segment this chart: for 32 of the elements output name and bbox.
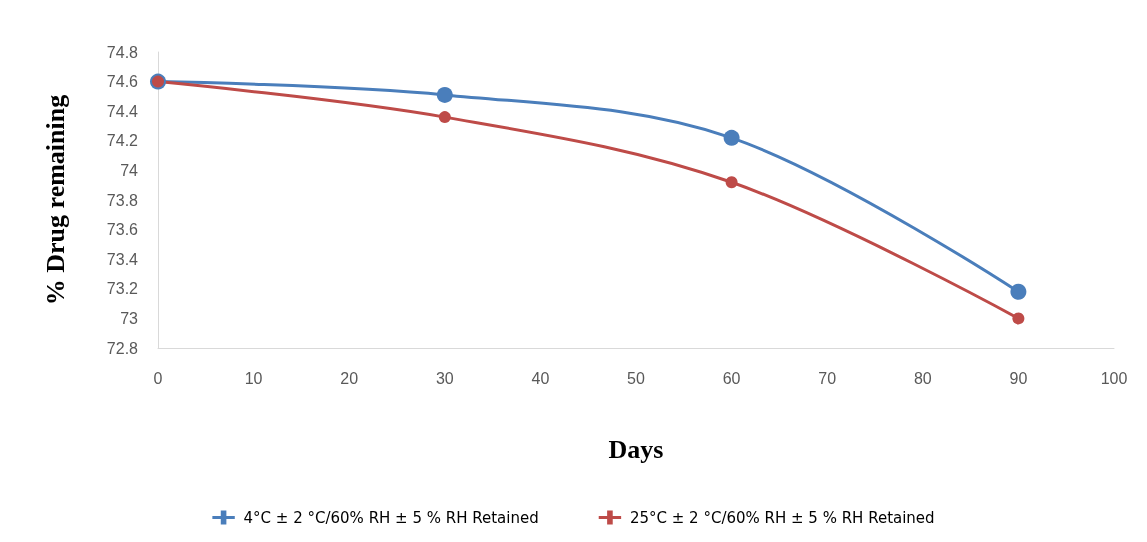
y-tick-label: 73 [120, 309, 139, 327]
x-tick-label: 50 [627, 369, 645, 387]
x-tick-label: 40 [531, 369, 550, 387]
point [1010, 283, 1027, 300]
x-tick-label: 60 [722, 369, 741, 387]
point [436, 86, 453, 103]
x-tick-label: 0 [153, 369, 163, 387]
x-tick-label: 90 [1009, 369, 1028, 387]
y-tick-label: 73.8 [106, 191, 139, 209]
y-tick-label: 74.6 [106, 73, 139, 91]
x-tick-label: 20 [340, 369, 359, 387]
y-tick-label: 74.4 [106, 102, 139, 120]
y-tick-label: 72.8 [106, 339, 139, 357]
x-tick-label: 80 [913, 369, 932, 387]
x-axis-title: Days [608, 434, 664, 464]
y-tick-label: 73.2 [106, 280, 139, 298]
x-tick-label: 70 [818, 369, 837, 387]
y-tick-label: 73.6 [106, 221, 139, 239]
point [1012, 312, 1025, 325]
y-axis-title: % Drug remaining [40, 94, 70, 306]
x-tick-label: 30 [435, 369, 454, 387]
y-tick-label: 74 [120, 161, 139, 179]
point [725, 176, 738, 189]
point [723, 129, 740, 146]
legend-label: 4°C ± 2 °C/60% RH ± 5 % RH Retained [243, 508, 539, 527]
x-tick-label: 10 [244, 369, 263, 387]
x-tick-label: 100 [1100, 369, 1128, 387]
y-tick-label: 73.4 [106, 250, 139, 268]
y-tick-label: 74.8 [106, 43, 139, 61]
point [438, 111, 451, 124]
y-tick-label: 74.2 [106, 132, 139, 150]
legend-label: 25°C ± 2 °C/60% RH ± 5 % RH Retained [629, 508, 935, 527]
